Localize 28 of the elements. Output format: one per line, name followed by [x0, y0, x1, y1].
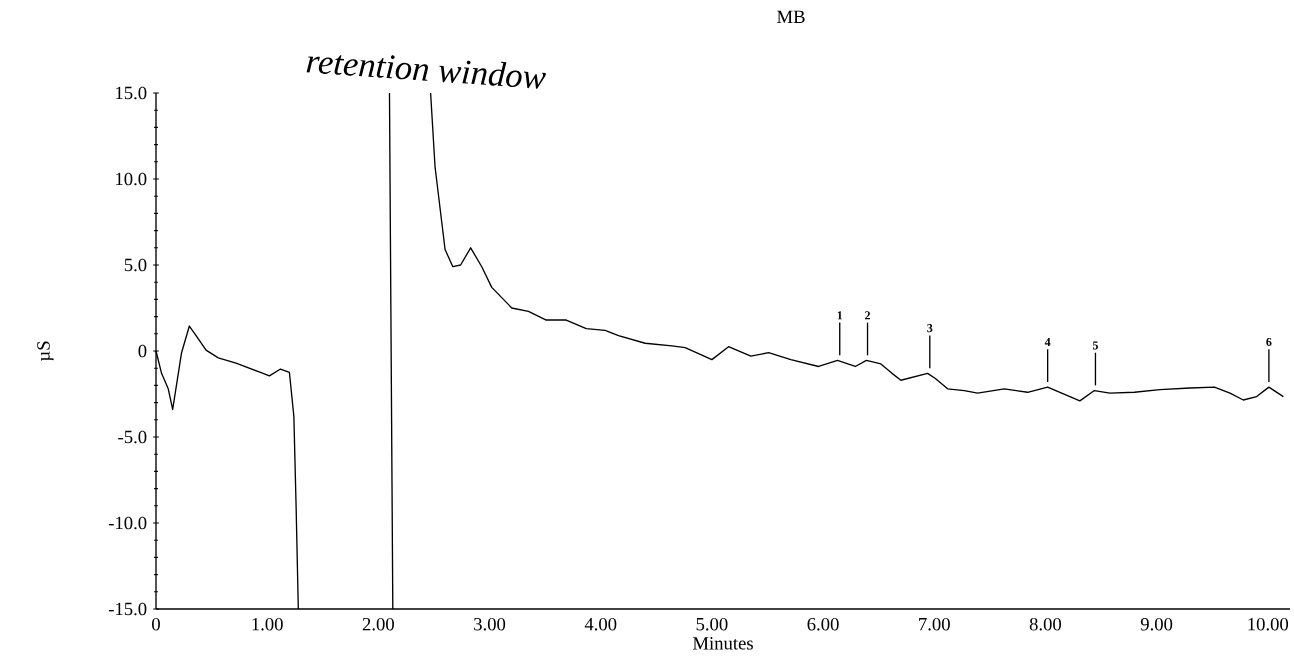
- y-tick-label: -10.0: [108, 516, 147, 530]
- y-tick-label: 5.0: [124, 258, 147, 272]
- y-tick-label: 10.0: [116, 172, 147, 186]
- annotation: 5: [1092, 341, 1099, 350]
- y-tick-label: -5.0: [118, 430, 147, 444]
- y-tick-label: 15.0: [116, 86, 147, 100]
- x-tick-label: 0: [152, 617, 160, 631]
- x-tick-label: 4.00: [584, 617, 617, 631]
- x-tick-label: 10.00: [1248, 617, 1289, 631]
- y-tick-label: -15.0: [108, 602, 147, 616]
- x-axis-title: Minutes: [692, 637, 753, 650]
- x-tick-label: 5.00: [696, 617, 728, 631]
- annotation: 6: [1266, 337, 1272, 346]
- chart-title: MB: [777, 10, 805, 23]
- x-tick-label: 3.00: [474, 617, 506, 631]
- x-tick-label: 7.00: [919, 617, 950, 631]
- text: retention window: [306, 55, 546, 89]
- annotation: 3: [927, 324, 933, 333]
- x-tick-label: 2.00: [362, 617, 394, 631]
- x-tick-label: 8.00: [1029, 617, 1062, 631]
- x-tick-label: 9.00: [1140, 617, 1173, 631]
- annotation: 2: [865, 311, 871, 320]
- y-axis-title: µS: [37, 341, 54, 361]
- y-tick-label: 0: [138, 344, 147, 358]
- x-tick-label: 6.00: [807, 617, 839, 631]
- annotation: 4: [1044, 338, 1051, 346]
- x-tick-label: 1.00: [252, 617, 283, 631]
- annotation: 1: [837, 311, 843, 320]
